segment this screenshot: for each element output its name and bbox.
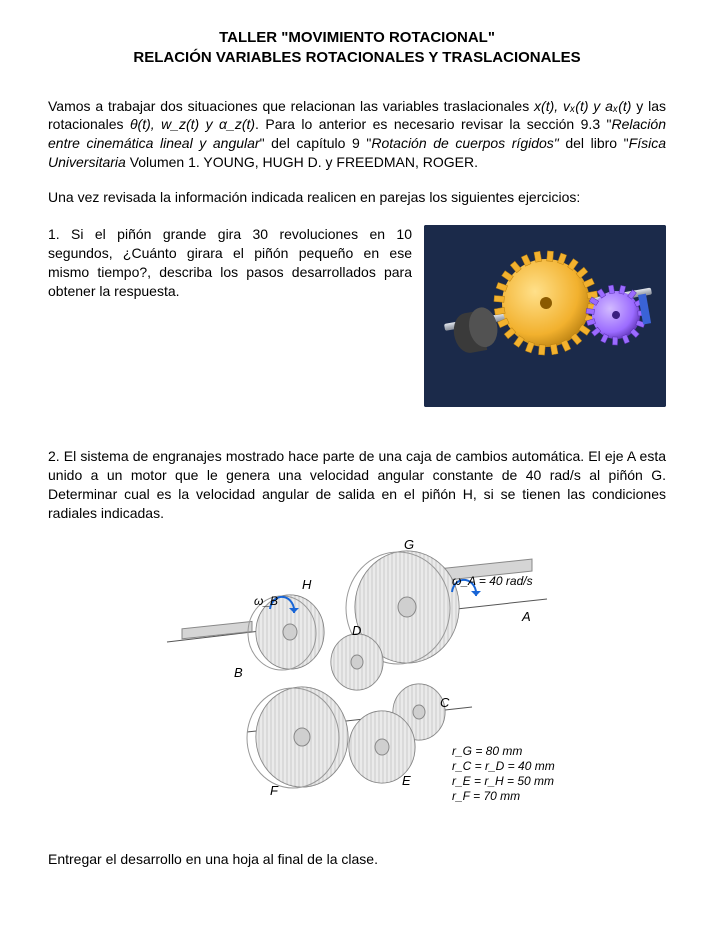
label-omegaB: ω_B xyxy=(254,594,278,608)
exercise-1-text: 1. Si el piñón grande gira 30 revolucion… xyxy=(48,225,424,301)
label-G: G xyxy=(404,537,414,552)
intro-mid2: . Para lo anterior es necesario revisar … xyxy=(255,116,611,132)
label-D: D xyxy=(352,623,361,638)
intro-lead: Vamos a trabajar dos situaciones que rel… xyxy=(48,98,534,114)
intro-tail: Volumen 1. YOUNG, HUGH D. y FREEDMAN, RO… xyxy=(126,154,478,170)
radius-line-0: r_G = 80 mm xyxy=(452,744,522,758)
title-line-1: TALLER "MOVIMIENTO ROTACIONAL" xyxy=(48,28,666,48)
vars-rotacionales: θ(t), w_z(t) y α_z(t) xyxy=(130,116,255,132)
intro-mid4: del libro " xyxy=(559,135,629,151)
footer-line: Entregar el desarrollo en una hoja al fi… xyxy=(48,851,666,867)
intro-mid3: " del capítulo 9 " xyxy=(260,135,372,151)
label-B: B xyxy=(234,665,243,680)
page: TALLER "MOVIMIENTO ROTACIONAL" RELACIÓN … xyxy=(0,0,714,951)
label-E: E xyxy=(402,773,411,788)
title-line-2: RELACIÓN VARIABLES ROTACIONALES Y TRASLA… xyxy=(48,48,666,68)
review-line: Una vez revisada la información indicada… xyxy=(48,188,666,207)
chapter-name: Rotación de cuerpos rígidos" xyxy=(371,135,558,151)
vars-traslacionales: x(t), vₓ(t) y aₓ(t) xyxy=(534,98,631,114)
exercise-2-figure: G H D B A F E C ω_B ω_A = 40 rad/s r_G =… xyxy=(48,537,666,827)
radius-line-1: r_C = r_D = 40 mm xyxy=(452,759,555,773)
label-A: A xyxy=(521,609,531,624)
intro-paragraph: Vamos a trabajar dos situaciones que rel… xyxy=(48,97,666,173)
gears-illustration xyxy=(424,225,666,407)
label-H: H xyxy=(302,577,312,592)
label-C: C xyxy=(440,695,450,710)
exercise-1-image xyxy=(424,225,666,407)
radius-line-3: r_F = 70 mm xyxy=(452,789,520,803)
exercise-2-text: 2. El sistema de engranajes mostrado hac… xyxy=(48,447,666,523)
radius-line-2: r_E = r_H = 50 mm xyxy=(452,774,554,788)
exercise-1-row: 1. Si el piñón grande gira 30 revolucion… xyxy=(48,225,666,407)
gearbox-diagram: G H D B A F E C ω_B ω_A = 40 rad/s r_G =… xyxy=(152,537,562,827)
label-omegaA: ω_A = 40 rad/s xyxy=(452,574,533,588)
label-F: F xyxy=(270,783,279,798)
document-title: TALLER "MOVIMIENTO ROTACIONAL" RELACIÓN … xyxy=(48,28,666,69)
